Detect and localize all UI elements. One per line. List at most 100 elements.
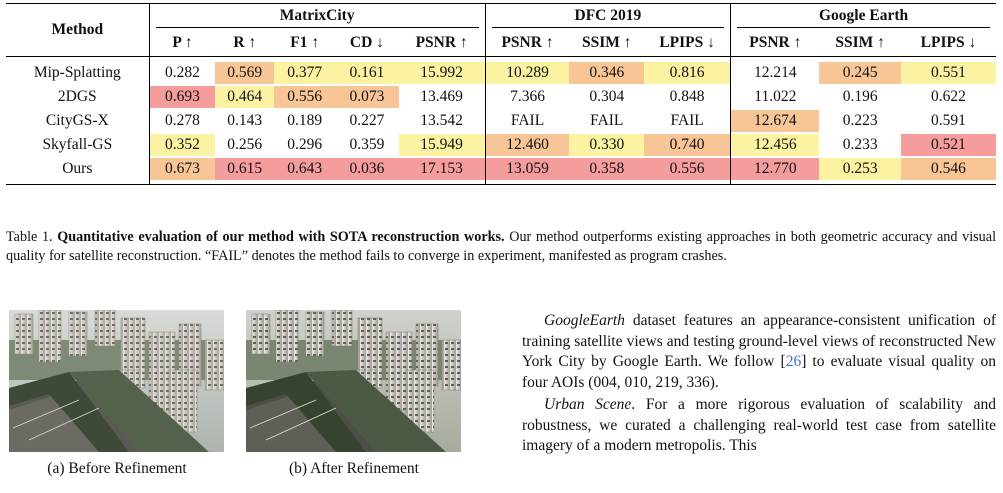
table-row: 2DGS 0.693 0.464 0.556 0.073 13.469 7.366 0.304… — [6, 85, 996, 109]
metric-value: 10.289 — [485, 62, 570, 84]
metric-cell: 0.227 — [335, 109, 398, 133]
metric-cell: 0.245 — [819, 56, 901, 85]
metric-cell: 7.366 — [484, 85, 570, 109]
dataset-group-header: DFC 2019 — [484, 3, 731, 30]
metric-cell: 0.591 — [901, 109, 996, 133]
caption-text: Our method outperforms existing approach… — [6, 229, 997, 264]
metric-cell: FAIL — [644, 109, 731, 133]
paragraph-googleearth: GoogleEarth dataset features an appearan… — [522, 311, 996, 393]
caption-label: Table 1. — [6, 229, 53, 245]
metric-value: 0.848 — [669, 88, 705, 105]
dataset-name-googleearth: GoogleEarth — [544, 312, 625, 329]
metric-value: 0.358 — [569, 158, 645, 180]
metric-value: 0.591 — [931, 112, 966, 129]
metric-value: 13.542 — [420, 112, 463, 129]
metric-value: FAIL — [670, 112, 704, 129]
method-name: Ours — [6, 157, 150, 185]
metric-cell: 0.189 — [274, 109, 335, 133]
metric-cell: 0.521 — [900, 133, 996, 157]
metric-header: LPIPS ↓ — [920, 34, 977, 51]
metric-cell: 0.546 — [900, 157, 996, 185]
metric-value: 0.521 — [900, 134, 996, 156]
metric-header: PSNR ↑ — [415, 34, 468, 51]
metric-value: 0.546 — [900, 158, 996, 180]
metric-value: 0.346 — [569, 62, 645, 84]
metric-cell: 0.161 — [335, 56, 399, 85]
table-row: Skyfall-GS 0.352 0.256 0.296 0.359 15.949 12.4… — [6, 133, 996, 157]
metric-cell: 0.556 — [274, 85, 336, 109]
metric-cell: 0.464 — [215, 85, 275, 109]
metric-header: SSIM ↑ — [581, 34, 632, 51]
dataset-group-name: DFC 2019 — [491, 7, 725, 28]
metric-cell: 13.542 — [399, 109, 486, 133]
dataset-group-header: MatrixCity — [148, 3, 486, 30]
metric-cell: 0.256 — [215, 133, 274, 157]
metric-cell: 13.059 — [484, 157, 570, 185]
paragraph-text: dataset features an appearance-consisten… — [522, 312, 996, 370]
metric-value: 0.227 — [349, 112, 385, 129]
metric-cell: 0.296 — [274, 133, 335, 157]
subfigure-b-caption: (b) After Refinement — [289, 460, 419, 477]
metric-cell: 0.073 — [335, 85, 399, 109]
metric-cell: 0.036 — [335, 157, 399, 185]
metric-cell: 10.289 — [484, 56, 570, 85]
metric-cell: 0.359 — [335, 133, 398, 157]
metric-header: SSIM ↑ — [835, 34, 885, 51]
paragraph-text: ] to evaluate visual quality on four AOI… — [522, 353, 996, 391]
metric-value: 12.456 — [731, 134, 820, 156]
metric-value: 0.464 — [215, 86, 275, 108]
metric-value: FAIL — [510, 112, 545, 129]
metric-value: 0.036 — [335, 158, 399, 180]
metric-header: PSNR ↑ — [484, 30, 570, 57]
metric-value: 0.282 — [165, 64, 200, 81]
metric-cell: 0.304 — [569, 85, 644, 109]
metric-cell: 0.740 — [644, 133, 731, 157]
dataset-group-name: Google Earth — [737, 7, 990, 28]
body-text: GoogleEarth dataset features an appearan… — [522, 311, 996, 457]
metric-cell: 12.214 — [730, 56, 820, 85]
paragraph-urban-scene: Urban Scene. For a more rigorous evaluat… — [522, 395, 996, 457]
metric-cell: 15.992 — [398, 56, 486, 85]
metric-value: 12.214 — [753, 64, 797, 81]
metric-cell: 12.674 — [730, 109, 820, 133]
metric-cell: 0.352 — [148, 133, 216, 157]
metric-value: 0.256 — [227, 136, 263, 153]
metric-header: CD ↓ — [349, 34, 384, 51]
metric-cell: 0.253 — [819, 157, 901, 185]
metric-cell: 0.569 — [215, 56, 275, 85]
caption-bold-title: Quantitative evaluation of our method wi… — [57, 229, 505, 245]
metric-cell: 0.693 — [148, 85, 216, 109]
metric-value: 0.352 — [149, 134, 216, 156]
metric-value: 0.740 — [644, 134, 731, 156]
metric-cell: FAIL — [569, 109, 644, 133]
metric-value: 0.569 — [215, 62, 275, 84]
method-column-header: Method — [6, 3, 150, 57]
subfigure-a-caption: (a) Before Refinement — [47, 460, 187, 477]
metric-value: 0.073 — [335, 86, 399, 108]
method-name: CityGS-X — [45, 112, 109, 129]
citation-link[interactable]: 26 — [785, 353, 802, 370]
metric-value: 0.693 — [149, 86, 216, 108]
city-render-image — [9, 310, 224, 452]
table-metric-header-row: P ↑ R ↑ F1 ↑ CD ↓ PSNR ↑ PSNR ↑ SSIM ↑ LPIPS ↓ P… — [6, 30, 996, 57]
metric-cell: 11.022 — [730, 85, 820, 109]
metric-value: 0.556 — [274, 86, 336, 108]
method-name: Mip-Splatting — [6, 56, 150, 85]
figure-before-refinement — [9, 310, 224, 452]
table-row: Mip-Splatting 0.282 0.569 0.377 0.161 15.992 1… — [6, 56, 996, 85]
metric-cell: 0.233 — [819, 133, 900, 157]
metric-value: 0.196 — [842, 88, 878, 105]
table-caption: Table 1. Quantitative evaluation of our … — [6, 228, 996, 266]
metric-cell: 13.469 — [399, 85, 486, 109]
metric-cell: 12.460 — [484, 133, 570, 157]
paragraph-text: . For a more rigorous evaluation of scal… — [522, 396, 996, 454]
metric-value: 0.359 — [349, 136, 385, 153]
results-table: Method MatrixCity DFC 2019 Google Earth P ↑ R… — [6, 3, 996, 185]
method-name: Skyfall-GS — [42, 136, 113, 153]
metric-cell: 0.278 — [148, 109, 216, 133]
metric-value: 0.377 — [274, 62, 336, 84]
metric-value: 15.949 — [398, 134, 485, 156]
metric-cell: 0.330 — [569, 133, 645, 157]
metric-cell: 0.346 — [569, 56, 645, 85]
metric-value: 0.253 — [819, 158, 901, 180]
